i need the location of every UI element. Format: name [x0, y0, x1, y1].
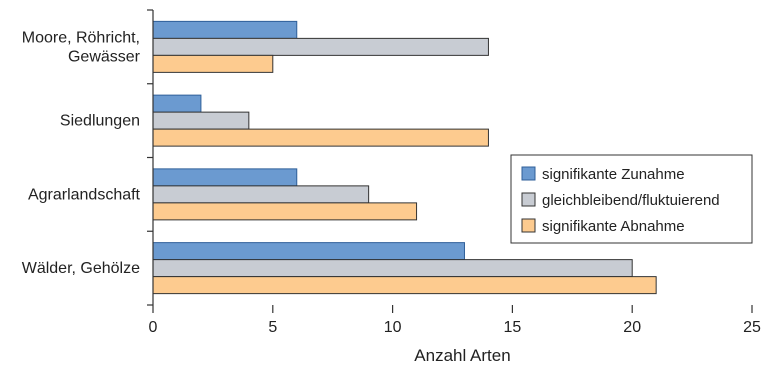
category-label-waelder-gehoelze: Wälder, Gehölze	[22, 260, 140, 277]
bar-moore-roehricht-gewaesser-signifikante-zunahme	[152, 20, 298, 39]
legend-swatch-signifikante-zunahme	[521, 166, 536, 181]
category-label-moore-roehricht-gewaesser: Moore, Röhricht, Gewässer	[22, 29, 141, 65]
bar-agrarlandschaft-signifikante-zunahme	[152, 168, 298, 187]
legend-swatch-gleichbleibend-fluktuierend	[521, 192, 536, 207]
bar-siedlungen-signifikante-zunahme	[152, 94, 202, 113]
bar-siedlungen-signifikante-abnahme	[152, 128, 489, 147]
legend-box	[510, 154, 753, 244]
x-tick-label: 10	[384, 319, 402, 336]
x-tick-label: 25	[743, 319, 761, 336]
bar-waelder-gehoelze-signifikante-zunahme	[152, 242, 465, 261]
category-label-agrarlandschaft: Agrarlandschaft	[28, 186, 141, 203]
x-tick-label: 20	[623, 319, 641, 336]
bar-moore-roehricht-gewaesser-gleichbleibend-fluktuierend	[152, 37, 489, 56]
x-tick-label: 5	[268, 319, 277, 336]
legend: signifikante Zunahme gleichbleibend/flukt…	[510, 154, 753, 244]
bar-waelder-gehoelze-signifikante-abnahme	[152, 276, 657, 295]
axes-layer	[147, 9, 753, 313]
bar-moore-roehricht-gewaesser-signifikante-abnahme	[152, 54, 274, 73]
legend-label-gleichbleibend-fluktuierend: gleichbleibend/fluktuierend	[542, 192, 720, 209]
x-tick-label: 0	[149, 319, 158, 336]
legend-label-signifikante-zunahme: signifikante Zunahme	[542, 166, 685, 183]
labels-layer: 0 5 10 15 20 25 Moore, Röhricht, Gewässer Siedlu…	[22, 29, 761, 336]
legend-label-signifikante-abnahme: signifikante Abnahme	[542, 218, 685, 235]
bar-waelder-gehoelze-gleichbleibend-fluktuierend	[152, 259, 633, 278]
legend-swatch-signifikante-abnahme	[521, 218, 536, 233]
category-label-siedlungen: Siedlungen	[60, 113, 140, 130]
x-axis-title: Anzahl Arten	[414, 346, 510, 365]
bar-agrarlandschaft-gleichbleibend-fluktuierend	[152, 185, 370, 204]
bar-siedlungen-gleichbleibend-fluktuierend	[152, 111, 250, 130]
x-tick-label: 15	[504, 319, 522, 336]
bar-agrarlandschaft-signifikante-abnahme	[152, 202, 418, 221]
